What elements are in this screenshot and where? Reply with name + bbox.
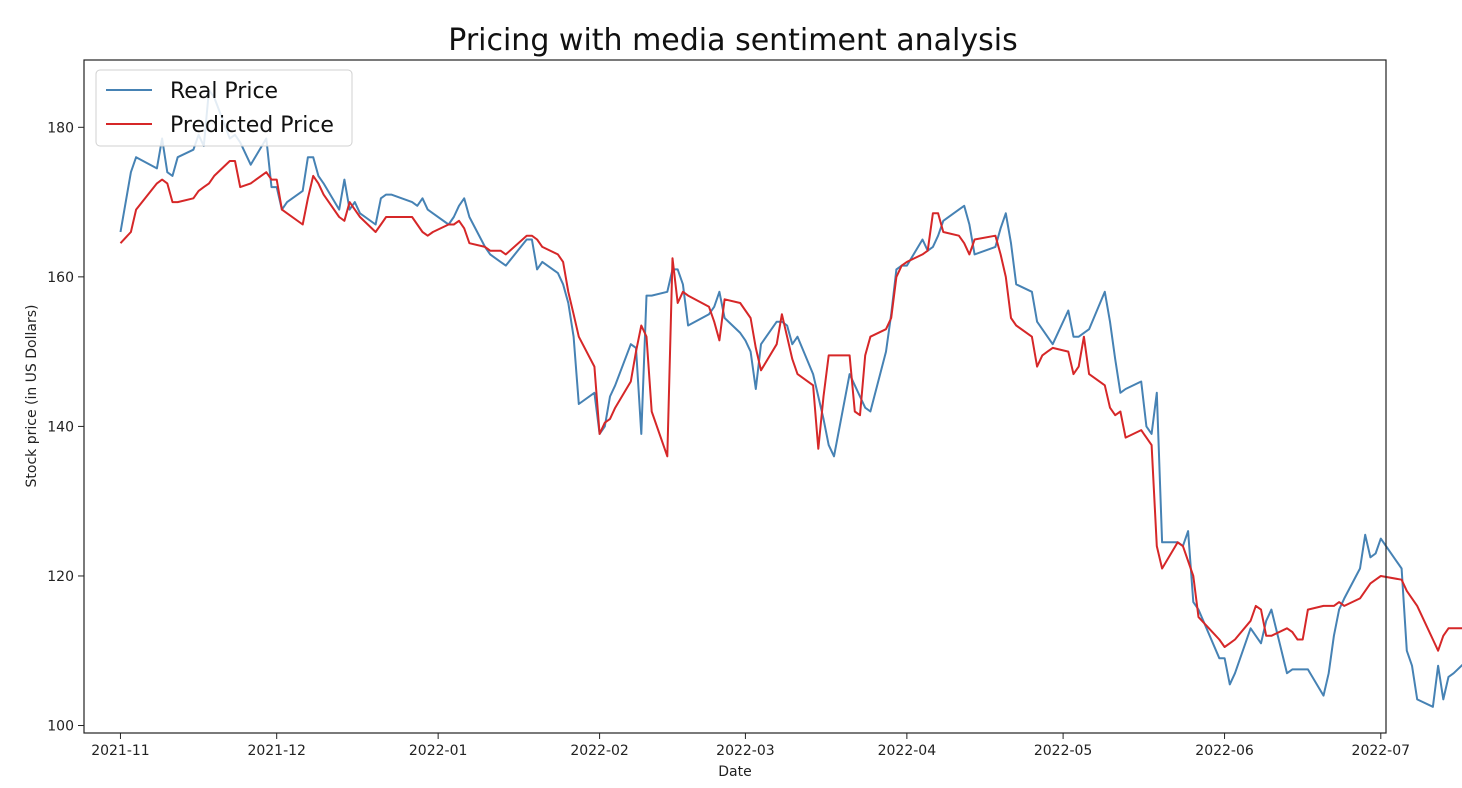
x-tick-label: 2022-03 <box>716 743 775 759</box>
y-tick-label: 160 <box>47 270 74 286</box>
x-tick-label: 2021-11 <box>91 743 150 759</box>
y-tick-label: 180 <box>47 120 74 136</box>
legend: Real Price Predicted Price <box>95 69 353 147</box>
x-tick-label: 2022-05 <box>1034 743 1093 759</box>
x-tick-label: 2022-02 <box>570 743 629 759</box>
legend-real-price-label: Real Price <box>170 79 278 104</box>
y-axis-label: Stock price (in US Dollars) <box>24 305 40 488</box>
legend-predicted-price-label: Predicted Price <box>170 113 334 138</box>
plot-area <box>119 88 1462 708</box>
y-tick-label: 120 <box>47 569 74 585</box>
chart-title: Pricing with media sentiment analysis <box>448 23 1017 58</box>
axes-frame <box>83 59 1387 734</box>
y-tick-label: 100 <box>47 719 74 735</box>
x-tick-label: 2021-12 <box>247 743 306 759</box>
x-tick-label: 2022-04 <box>878 743 937 759</box>
y-tick-label: 140 <box>47 419 74 435</box>
x-tick-label: 2022-06 <box>1195 743 1254 759</box>
x-tick-label: 2022-07 <box>1352 743 1411 759</box>
x-tick-label: 2022-01 <box>409 743 468 759</box>
series-line-real-price <box>119 88 1462 708</box>
series-line-predicted-price <box>119 160 1462 652</box>
x-axis-label: Date <box>718 764 751 780</box>
legend-box <box>95 69 353 147</box>
